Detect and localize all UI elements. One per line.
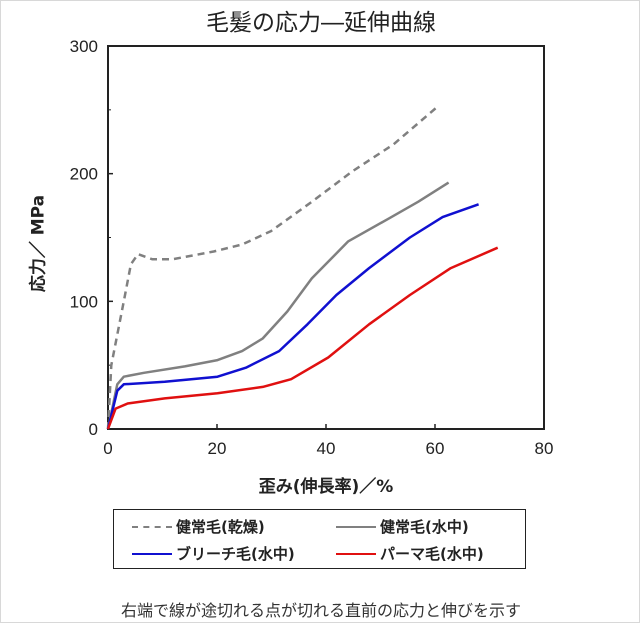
y-axis-label: 応力／ MPa <box>28 194 49 293</box>
legend-label: パーマ毛(水中) <box>380 545 484 563</box>
legend-item-permed: パーマ毛(水中) <box>336 543 484 564</box>
y-tick-label: 200 <box>70 165 98 184</box>
legend-label: 健常毛(乾燥) <box>176 518 265 536</box>
chart-title: 毛髪の応力―延伸曲線 <box>206 10 436 36</box>
legend-swatch <box>132 525 172 528</box>
series-line-3 <box>106 246 499 430</box>
x-tick-label: 20 <box>208 439 227 458</box>
plot-area: 0 20 40 60 80 0 100 200 300 <box>70 37 554 458</box>
series-line-0 <box>106 105 440 430</box>
legend-item-bleached: ブリーチ毛(水中) <box>132 543 295 564</box>
legend-item-wet-healthy: 健常毛(水中) <box>336 516 469 537</box>
legend-item-dry-healthy: 健常毛(乾燥) <box>132 516 265 537</box>
y-tick-label: 300 <box>70 37 98 56</box>
legend-swatch <box>132 552 172 555</box>
legend-label: ブリーチ毛(水中) <box>176 545 295 563</box>
y-tick-label: 100 <box>70 292 98 311</box>
y-tick-label: 0 <box>89 420 98 439</box>
footnote: 右端で線が途切れる点が切れる直前の応力と伸びを示す <box>120 601 521 620</box>
series-line-1 <box>106 181 450 430</box>
series-line-2 <box>106 203 480 430</box>
x-tick-label: 60 <box>426 439 445 458</box>
plot-frame <box>107 45 545 430</box>
legend: 健常毛(乾燥) 健常毛(水中) ブリーチ毛(水中) パーマ毛(水中) <box>113 509 526 569</box>
x-axis-label: 歪み(伸長率)／% <box>258 477 394 497</box>
legend-swatch <box>336 552 376 555</box>
legend-swatch <box>336 525 376 528</box>
x-tick-label: 80 <box>535 439 554 458</box>
legend-label: 健常毛(水中) <box>380 518 469 536</box>
x-tick-label: 0 <box>103 439 112 458</box>
x-tick-label: 40 <box>317 439 336 458</box>
